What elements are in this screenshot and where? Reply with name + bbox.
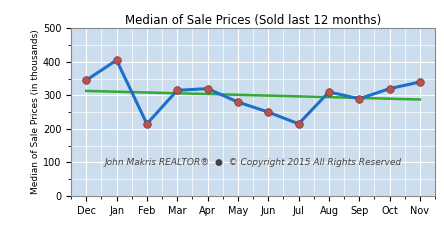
- Y-axis label: Median of Sale Prices (in thousands): Median of Sale Prices (in thousands): [31, 30, 40, 194]
- Title: Median of Sale Prices (Sold last 12 months): Median of Sale Prices (Sold last 12 mont…: [125, 14, 381, 27]
- Text: John Makris REALTOR®  ●  © Copyright 2015 All Rights Reserved: John Makris REALTOR® ● © Copyright 2015 …: [104, 158, 402, 167]
